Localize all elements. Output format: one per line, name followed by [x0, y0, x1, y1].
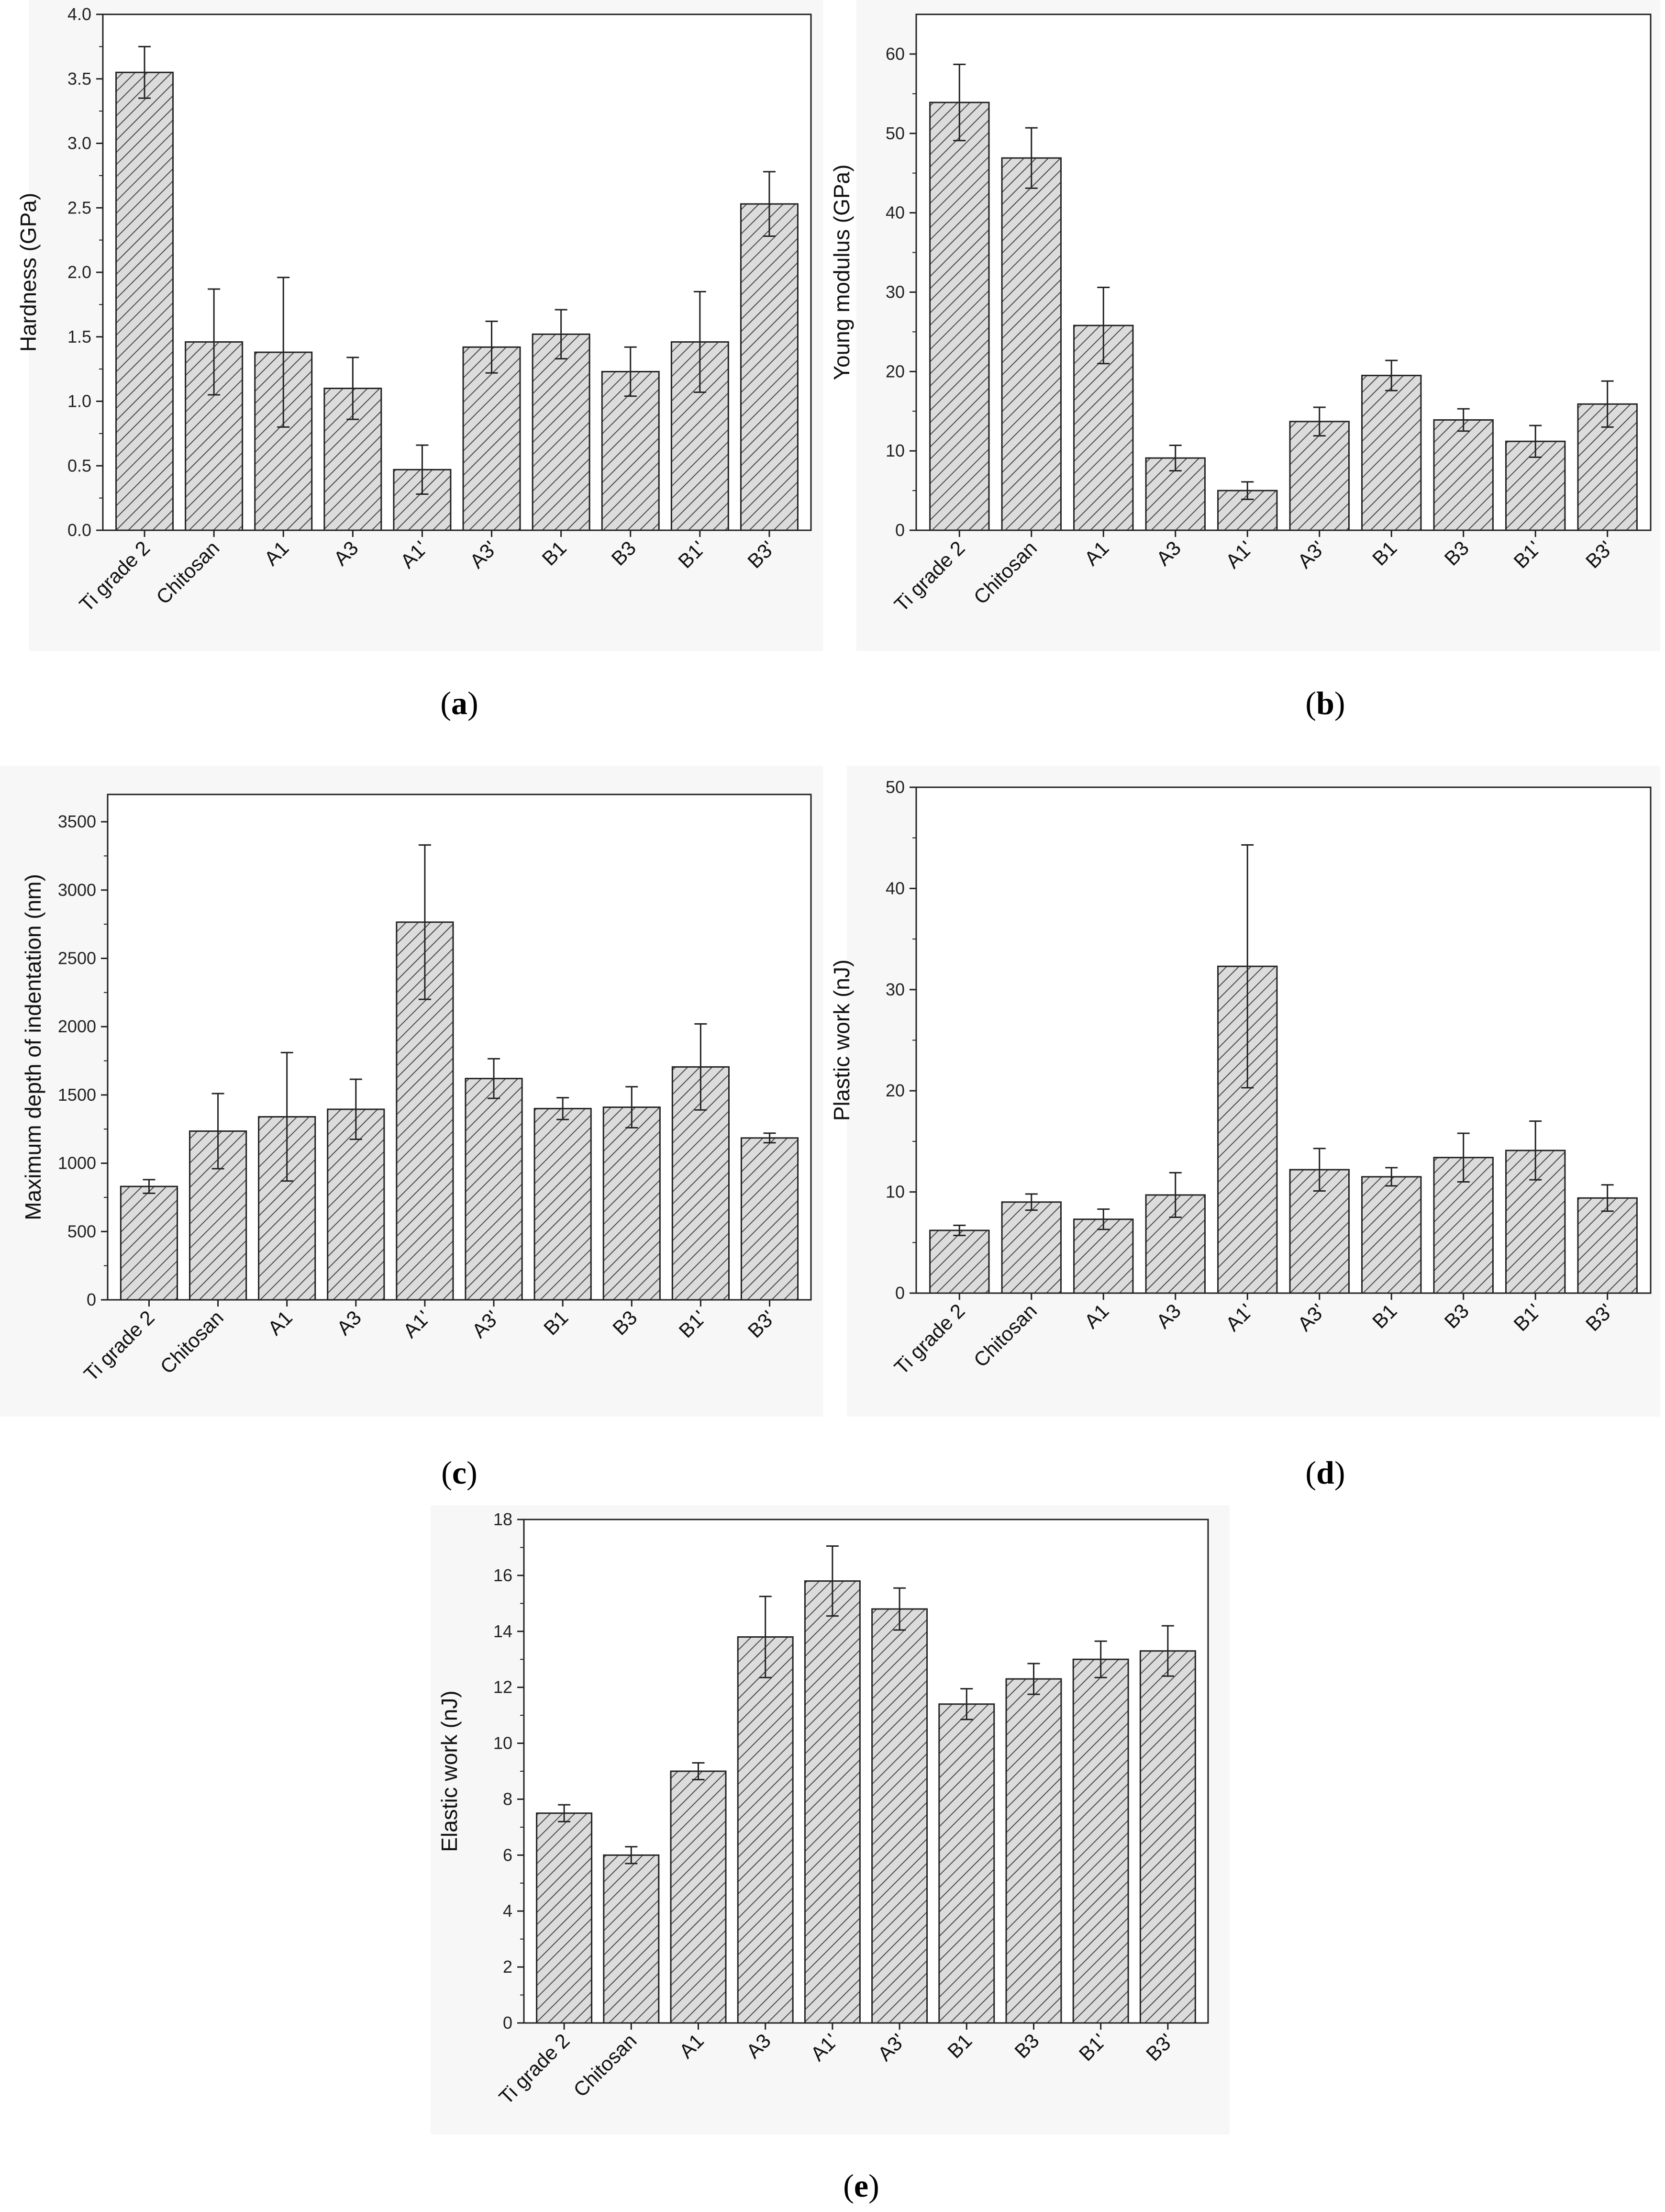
y-tick-label: 14	[493, 1621, 512, 1641]
bar-b-5	[1289, 421, 1350, 531]
bar-e-3	[737, 1636, 794, 2024]
y-tick-label: 50	[886, 777, 905, 797]
panel-caption-letter: e	[854, 2167, 868, 2204]
bar-d-6	[1361, 1176, 1422, 1294]
y-tick-label: 1500	[58, 1085, 96, 1105]
y-tick-label: 50	[886, 123, 905, 143]
bar-e-7	[1005, 1678, 1062, 2024]
panel-caption: (c)	[441, 1454, 477, 1491]
bar-d-9	[1577, 1197, 1638, 1294]
panel-caption: (d)	[1305, 1454, 1345, 1491]
bar-b-0	[929, 101, 990, 531]
y-tick-label: 2.5	[67, 198, 91, 217]
y-tick-label: 16	[493, 1565, 512, 1585]
bar-a-9	[740, 203, 799, 531]
y-tick-label: 60	[886, 44, 905, 64]
y-tick-label: 10	[493, 1733, 512, 1753]
y-tick-label: 40	[886, 203, 905, 223]
y-tick-label: 2	[503, 1957, 512, 1977]
bar-a-5	[462, 346, 521, 531]
y-tick-label: 1.5	[67, 327, 91, 346]
y-tick-label: 2500	[58, 948, 96, 968]
plot-frame	[915, 13, 1652, 531]
y-tick-label: 1000	[58, 1153, 96, 1173]
bar-a-7	[601, 371, 660, 531]
y-tick-label: 0.0	[67, 520, 91, 540]
y-tick-label: 30	[886, 282, 905, 302]
y-tick-label: 4.0	[67, 4, 91, 24]
y-tick-label: 3000	[58, 880, 96, 900]
y-tick-label: 3.5	[67, 69, 91, 89]
bar-e-9	[1139, 1650, 1196, 2024]
y-tick-label: 500	[67, 1221, 96, 1241]
y-tick-label: 0	[895, 1283, 905, 1303]
y-tick-label: 30	[886, 980, 905, 999]
y-tick-label: 0	[503, 2013, 512, 2033]
y-tick-label: 3500	[58, 812, 96, 831]
y-tick-label: 18	[493, 1509, 512, 1529]
bar-b-9	[1577, 403, 1638, 531]
bar-e-1	[603, 1854, 660, 2024]
bar-a-0	[115, 71, 174, 531]
chart-panel-a: 0.00.51.01.52.02.53.03.54.0Ti grade 2Chi…	[16, 0, 823, 721]
y-tick-label: 2000	[58, 1017, 96, 1036]
y-tick-label: 6	[503, 1845, 512, 1865]
panel-caption: (a)	[440, 685, 478, 721]
panel-caption-letter: c	[452, 1454, 466, 1491]
panel-caption: (e)	[843, 2167, 879, 2204]
bar-c-6	[533, 1107, 592, 1301]
bar-e-2	[670, 1770, 727, 2024]
panel-caption: (b)	[1305, 685, 1345, 721]
y-tick-label: 2.0	[67, 262, 91, 282]
bar-a-6	[532, 333, 590, 531]
bar-e-8	[1072, 1658, 1129, 2024]
bar-b-6	[1361, 375, 1422, 531]
y-axis-label: Hardness (GPa)	[16, 193, 41, 352]
y-tick-label: 3.0	[67, 134, 91, 153]
y-tick-label: 20	[886, 361, 905, 381]
y-tick-label: 12	[493, 1677, 512, 1697]
y-axis-label: Elastic work (nJ)	[437, 1690, 462, 1852]
bar-c-5	[465, 1078, 523, 1301]
bar-d-0	[929, 1229, 990, 1294]
bar-c-7	[602, 1106, 661, 1301]
y-axis-label: Plastic work (nJ)	[829, 960, 854, 1121]
panel-caption-letter: d	[1316, 1454, 1334, 1491]
bar-c-0	[120, 1185, 178, 1301]
panel-caption-letter: a	[451, 685, 467, 721]
y-tick-label: 1.0	[67, 391, 91, 411]
bar-e-0	[536, 1812, 593, 2024]
bar-d-1	[1001, 1201, 1062, 1294]
bar-e-6	[938, 1703, 995, 2024]
y-tick-label: 0.5	[67, 456, 91, 475]
y-tick-label: 10	[886, 441, 905, 460]
y-tick-label: 10	[886, 1182, 905, 1202]
y-tick-label: 8	[503, 1789, 512, 1809]
y-tick-label: 20	[886, 1081, 905, 1100]
bar-b-7	[1433, 419, 1494, 531]
bar-d-2	[1073, 1218, 1134, 1294]
bar-c-9	[740, 1137, 799, 1301]
plot-frame	[107, 793, 812, 1301]
y-axis-label: Maximum depth of indentation (nm)	[21, 874, 45, 1220]
y-tick-label: 0	[895, 520, 905, 540]
y-tick-label: 40	[886, 878, 905, 898]
panel-caption-letter: b	[1316, 685, 1334, 721]
y-tick-label: 0	[87, 1290, 96, 1309]
bar-e-4	[804, 1580, 861, 2024]
y-axis-label: Young modulus (GPa)	[829, 165, 854, 380]
bar-e-5	[871, 1608, 928, 2024]
y-tick-label: 4	[503, 1901, 512, 1921]
bar-b-1	[1001, 157, 1062, 531]
